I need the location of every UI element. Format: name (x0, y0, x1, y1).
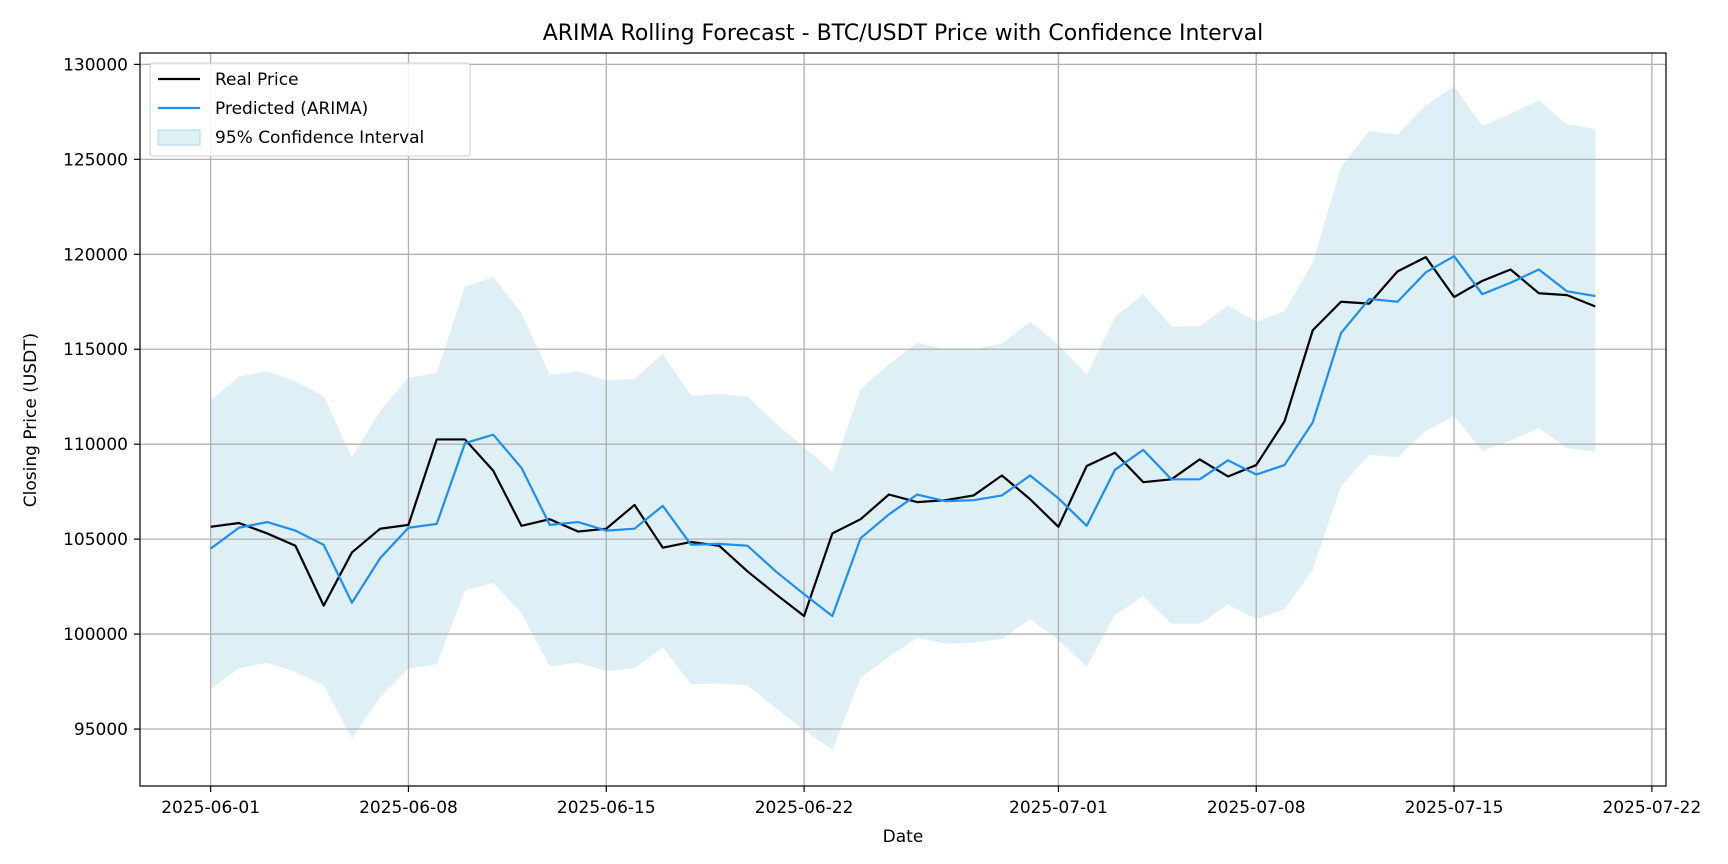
grid-layer (140, 53, 1666, 786)
legend-box (149, 62, 471, 157)
x-tick-label: 2025-06-15 (557, 798, 656, 818)
x-tick-label: 2025-06-01 (161, 798, 260, 818)
legend-label-real-price: Real Price (215, 70, 299, 90)
y-tick-label: 100000 (63, 625, 128, 645)
confidence-interval-layer (210, 86, 1596, 750)
y-tick-label: 125000 (63, 150, 128, 170)
x-tick-label: 2025-07-01 (1009, 798, 1108, 818)
y-tick-label: 95000 (74, 720, 128, 740)
ticks-layer: 2025-06-01 2025-06-08 2025-06-15 2025-06-22… (63, 55, 1701, 818)
y-tick-label: 120000 (63, 245, 128, 265)
legend: Real Price Predicted (ARIMA) 95% Confide… (149, 62, 471, 157)
legend-label-predicted: Predicted (ARIMA) (215, 99, 368, 119)
y-axis-label: Closing Price (USDT) (21, 333, 41, 507)
x-tick-label: 2025-07-22 (1602, 798, 1701, 818)
legend-swatch-confidence-interval (157, 129, 201, 146)
legend-label-confidence-interval: 95% Confidence Interval (215, 128, 424, 148)
confidence-interval-band (210, 86, 1596, 750)
chart-title: ARIMA Rolling Forecast - BTC/USDT Price … (543, 21, 1264, 46)
y-tick-label: 110000 (63, 435, 128, 455)
x-tick-label: 2025-06-22 (755, 798, 854, 818)
series-lines-layer (209, 255, 1596, 618)
plot-frame (139, 52, 1667, 787)
series-line-predicted-arima (209, 255, 1596, 618)
x-tick-label: 2025-07-08 (1207, 798, 1306, 818)
x-axis-label: Date (883, 827, 924, 847)
y-tick-label: 105000 (63, 530, 128, 550)
y-tick-label: 115000 (63, 340, 128, 360)
y-tick-label: 130000 (63, 55, 128, 75)
x-tick-label: 2025-07-15 (1405, 798, 1504, 818)
x-tick-label: 2025-06-08 (359, 798, 458, 818)
